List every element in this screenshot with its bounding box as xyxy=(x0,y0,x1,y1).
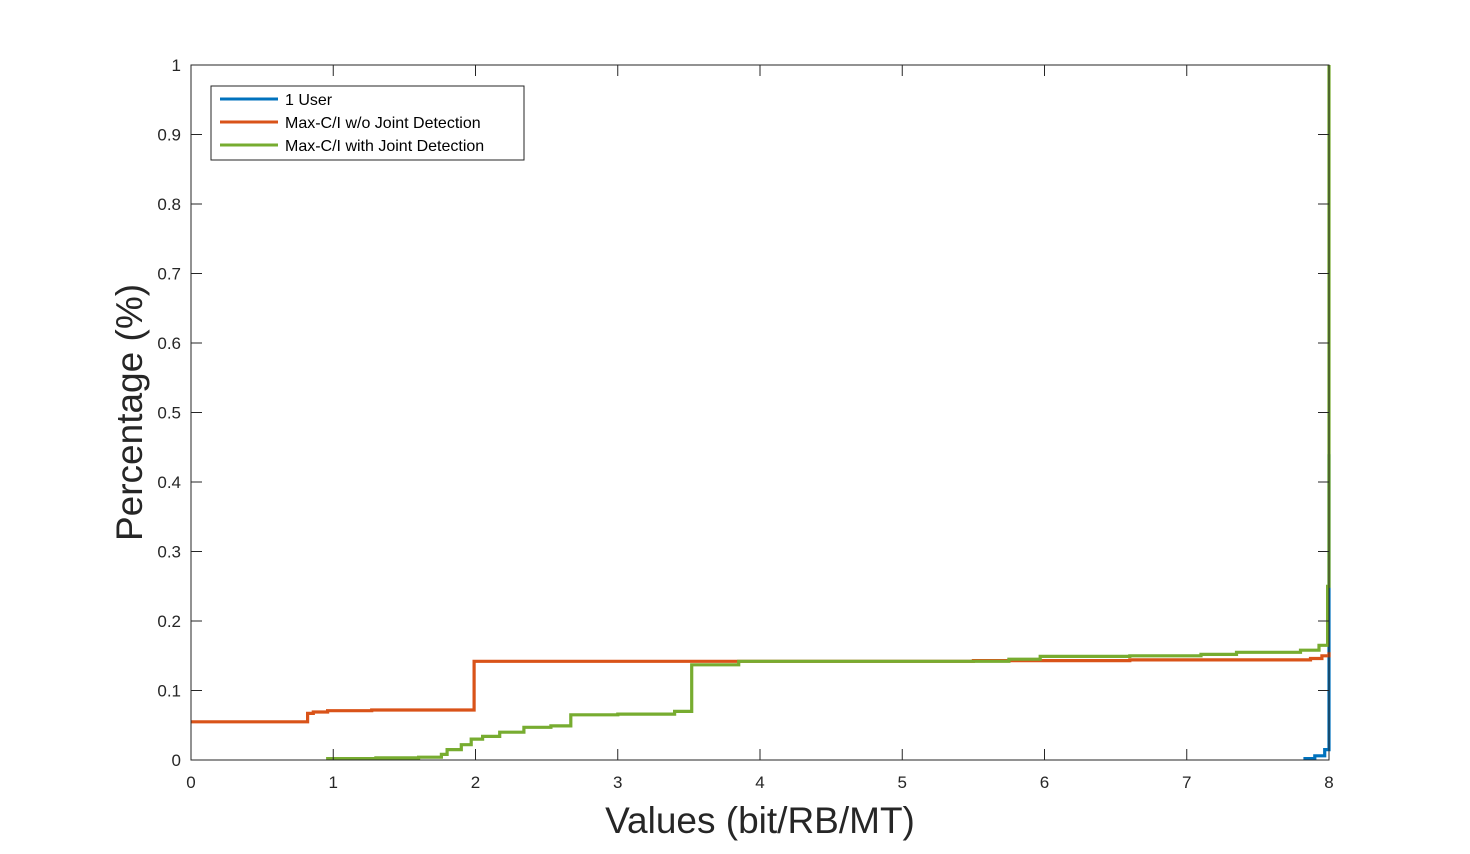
y-tick-label: 0.2 xyxy=(157,612,181,631)
y-tick-label: 0.5 xyxy=(157,404,181,423)
legend-label-1: 1 User xyxy=(285,92,333,109)
legend-entry-3: Max-C/I with Joint Detection xyxy=(220,138,484,155)
x-axis-title: Values (bit/RB/MT) xyxy=(605,800,915,841)
y-axis-title: Percentage (%) xyxy=(109,284,150,541)
legend-label-3: Max-C/I with Joint Detection xyxy=(285,138,484,155)
legend-entry-1: 1 User xyxy=(220,92,333,109)
x-tick-label: 5 xyxy=(898,773,907,792)
x-tick-label: 1 xyxy=(329,773,338,792)
y-tick-label: 0.4 xyxy=(157,473,181,492)
series-line-2 xyxy=(191,652,1331,724)
x-tick-label: 0 xyxy=(186,773,195,792)
series-line-3 xyxy=(326,65,1331,761)
legend-entry-2: Max-C/I w/o Joint Detection xyxy=(220,115,481,132)
legend-label-2: Max-C/I w/o Joint Detection xyxy=(285,115,481,132)
x-tick-label: 4 xyxy=(755,773,764,792)
y-tick-label: 0 xyxy=(172,751,181,770)
x-tick-label: 2 xyxy=(471,773,480,792)
series-line-1 xyxy=(1303,454,1331,761)
x-tick-label: 6 xyxy=(1040,773,1049,792)
y-tick-label: 1 xyxy=(172,56,181,75)
y-tick-label: 0.1 xyxy=(157,682,181,701)
tick-layer: 0 1 2 3 4 5 6 7 8 0 0.1 0.2 0.3 0.4 0.5 0.6 0.7 0.8 0.9 1 xyxy=(157,56,1333,792)
y-tick-label: 0.8 xyxy=(157,195,181,214)
series-layer xyxy=(191,65,1331,761)
y-tick-label: 0.9 xyxy=(157,126,181,145)
y-tick-label: 0.6 xyxy=(157,334,181,353)
x-tick-label: 3 xyxy=(613,773,622,792)
y-tick-label: 0.3 xyxy=(157,543,181,562)
legend: 1 User Max-C/I w/o Joint Detection Max-C… xyxy=(210,85,525,161)
x-tick-label: 8 xyxy=(1324,773,1333,792)
x-tick-label: 7 xyxy=(1182,773,1191,792)
y-tick-label: 0.7 xyxy=(157,265,181,284)
